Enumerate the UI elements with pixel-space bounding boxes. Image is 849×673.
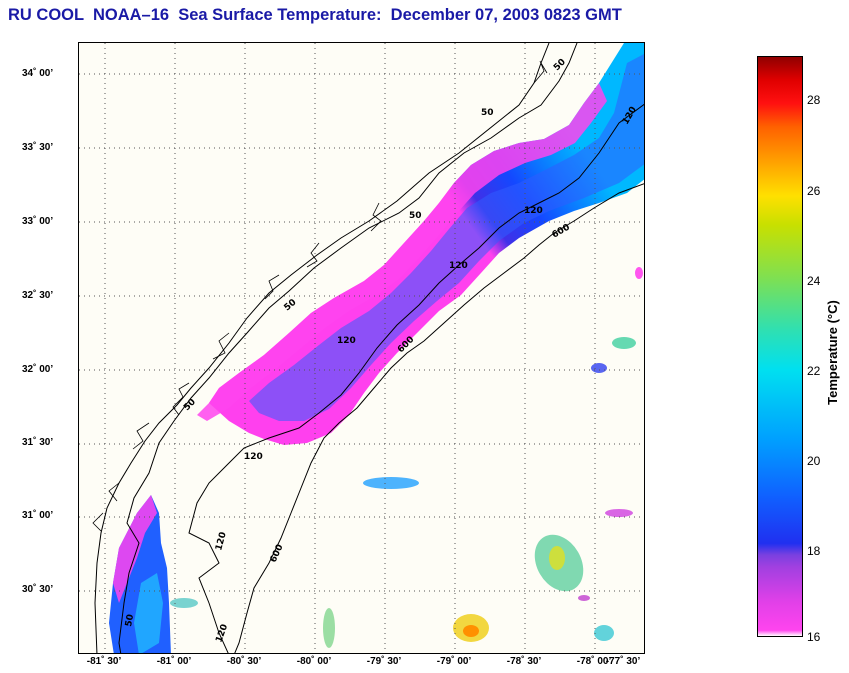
- sst-scattered-patches: [170, 267, 643, 648]
- colorbar-label: Temperature (°C): [824, 300, 840, 405]
- lat-label-31-00: 31˚ 00’: [22, 510, 54, 521]
- contour-120: [188, 103, 644, 653]
- contour-600: [234, 183, 644, 653]
- lat-label-30-30: 30˚ 30’: [22, 584, 54, 595]
- contour-label-600-c: 600: [269, 543, 286, 564]
- contour-label-50-f: 50: [124, 613, 136, 627]
- colorbar-tick-26: 26: [807, 184, 821, 198]
- sst-cool-core: [249, 54, 644, 421]
- contour-label-600-a: 600: [551, 223, 572, 241]
- sst-map[interactable]: 50 50 50 50 50 120 120 120 120 120 120 1…: [78, 42, 645, 654]
- sst-nearshore-pink: [197, 83, 607, 421]
- lon-label-80-00: -80˚ 00’: [296, 656, 332, 667]
- lon-label-79-30: -79˚ 30’: [366, 656, 402, 667]
- contour-label-50-b: 50: [481, 108, 494, 118]
- contour-label-120-e: 120: [244, 452, 263, 462]
- lon-label-78-30: -78˚ 30’: [506, 656, 542, 667]
- lon-label-80-30: -80˚ 30’: [226, 656, 262, 667]
- coastline-inlets: [92, 60, 548, 532]
- lon-label-81-30: -81˚ 30’: [86, 656, 122, 667]
- map-title: RU COOL NOAA–16 Sea Surface Temperature:…: [8, 6, 622, 24]
- colorbar-tick-24: 24: [807, 274, 821, 288]
- lat-label-33-00: 33˚ 00’: [22, 216, 54, 227]
- colorbar-tick-20: 20: [807, 454, 821, 468]
- lon-label-78-00: -78˚ 00’: [576, 656, 612, 667]
- contour-label-50-d: 50: [283, 298, 299, 314]
- lat-label-33-30: 33˚ 30’: [22, 142, 54, 153]
- colorbar-tick-16: 16: [807, 630, 821, 644]
- colorbar-tick-28: 28: [807, 93, 821, 107]
- contour-label-120-d: 120: [337, 336, 356, 346]
- contour-label-120-f: 120: [214, 531, 229, 552]
- lon-label-81-00: -81˚ 00’: [156, 656, 192, 667]
- lon-label-79-00: -79˚ 00’: [436, 656, 472, 667]
- lat-label-32-00: 32˚ 00’: [22, 364, 54, 375]
- colorbar-tick-22: 22: [807, 364, 821, 378]
- contour-label-50-e: 50: [182, 397, 198, 413]
- coastline: [94, 43, 550, 653]
- lat-label-34-00: 34˚ 00’: [22, 68, 54, 79]
- contour-50: [118, 43, 578, 653]
- sst-south-pink: [113, 495, 157, 603]
- colorbar-tick-18: 18: [807, 544, 821, 558]
- lat-label-32-30: 32˚ 30’: [22, 290, 54, 301]
- contour-label-120-c: 120: [449, 261, 468, 271]
- contour-label-50-c: 50: [409, 211, 422, 221]
- contour-label-50-a: 50: [552, 57, 568, 73]
- temperature-colorbar: [757, 56, 803, 637]
- contour-label-120-b: 120: [524, 206, 543, 216]
- map-grid: [79, 43, 644, 653]
- lon-label-77-30: -77˚ 30’: [605, 656, 641, 667]
- sst-map-canvas: 50 50 50 50 50 120 120 120 120 120 120 1…: [79, 43, 644, 653]
- lat-label-31-30: 31˚ 30’: [22, 437, 54, 448]
- sst-south-cyan: [134, 573, 163, 653]
